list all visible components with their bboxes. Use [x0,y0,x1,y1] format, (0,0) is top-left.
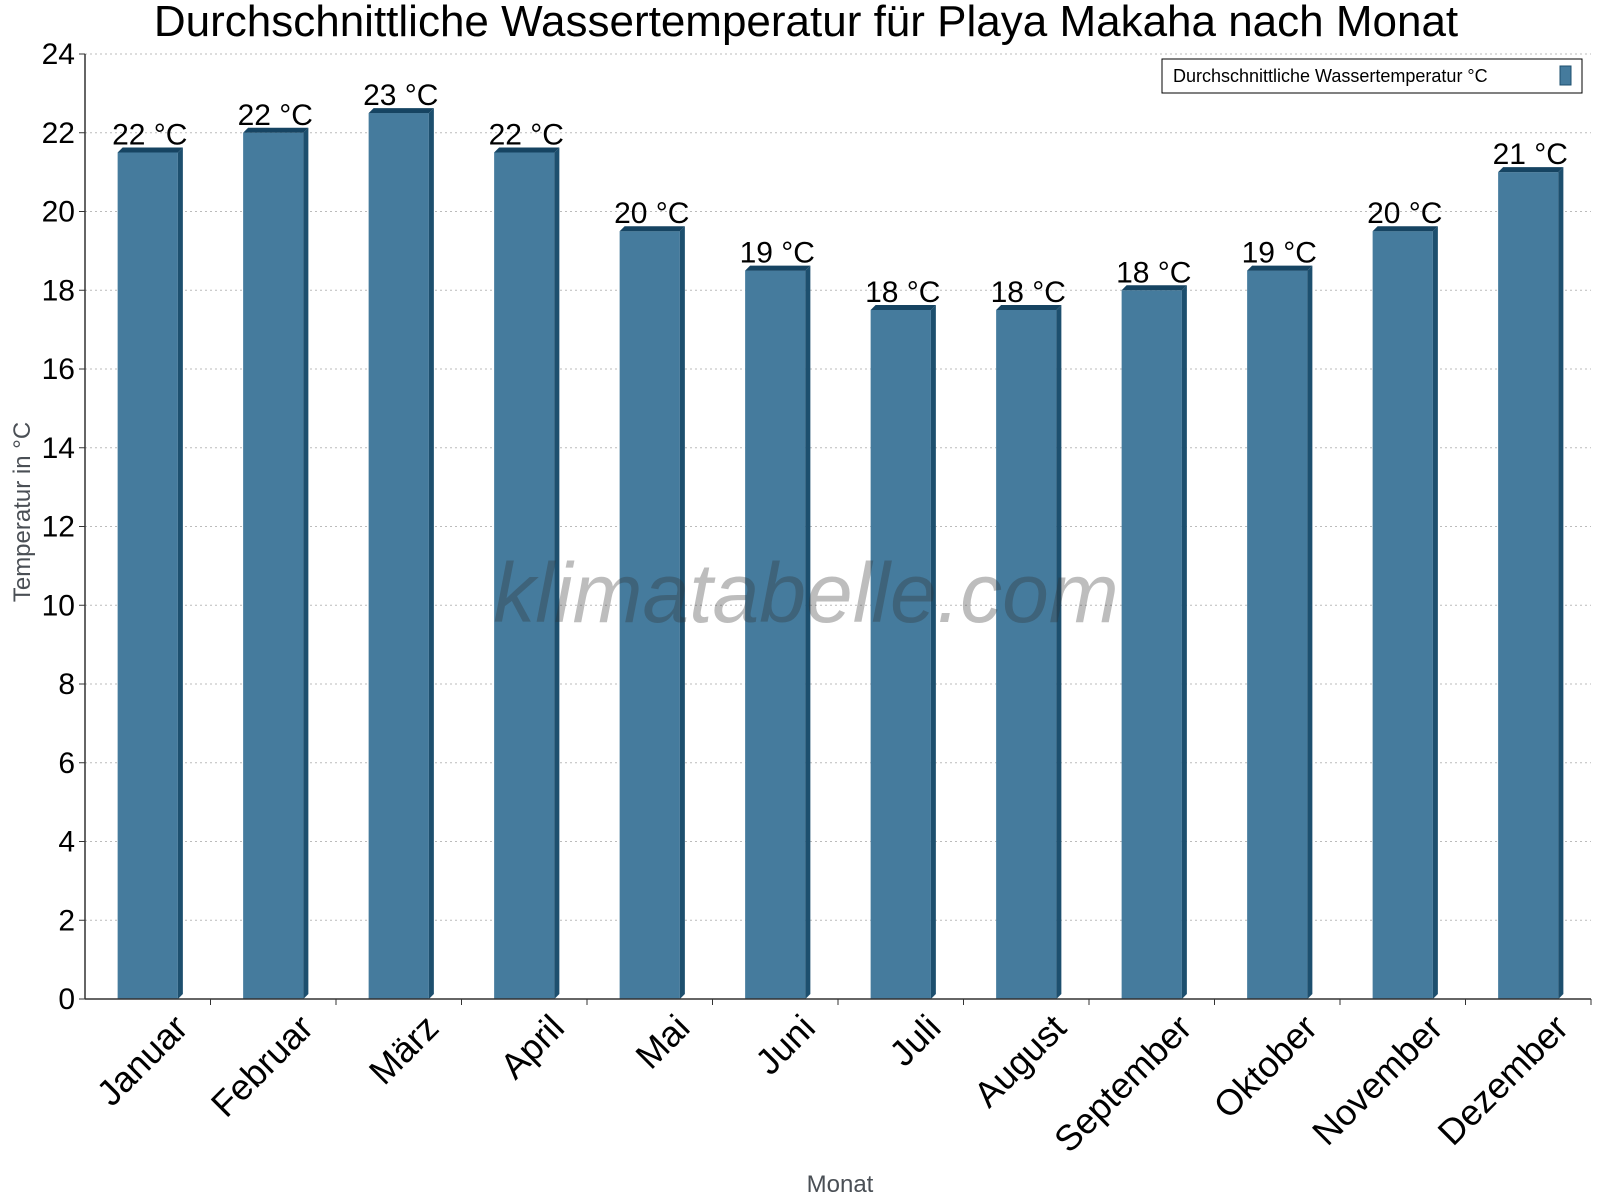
data-label: 18 °C [991,276,1066,309]
bar-top [117,147,183,153]
bar-side [805,265,811,999]
bar-top [870,304,936,310]
bar-front [117,152,178,999]
bar-front [1121,290,1182,999]
bar [745,265,811,999]
bar [870,304,936,999]
data-label: 20 °C [1367,197,1442,230]
x-tick-label: August [966,1007,1074,1115]
data-label: 19 °C [740,237,815,270]
bar-top [1372,226,1438,232]
bar [1121,285,1187,999]
x-tick-label: Dezember [1429,1007,1575,1153]
bar-side [303,127,309,999]
bar [368,108,434,999]
bar-side [1307,265,1313,999]
bar-front [494,152,555,999]
y-tick-label: 10 [42,589,75,622]
legend: Durchschnittliche Wassertemperatur °C [1161,58,1583,94]
bar [117,147,183,999]
x-tick-label: Januar [89,1007,196,1114]
x-tick-label: Oktober [1205,1007,1325,1127]
y-tick-label: 12 [42,511,75,544]
bar-top [494,147,560,153]
bar [1498,167,1564,999]
bar-side [177,147,183,999]
x-tick-label: November [1304,1007,1450,1153]
bars [117,108,1564,999]
gridlines [85,53,1591,921]
chart-title: Durchschnittliche Wassertemperatur für P… [154,0,1458,46]
y-tick-label: 8 [58,668,75,701]
x-tick-label: September [1046,1007,1200,1161]
watermark: klimatabelle.com [493,546,1119,640]
bar-top [368,108,434,114]
bar-front [619,231,680,999]
bar-side [930,304,936,999]
x-axis-ticks: Januar Februar März April Mai Juni Juli AugustS… [89,999,1592,1161]
y-tick-label: 4 [58,826,75,859]
data-label: 22 °C [238,99,313,132]
data-label: 19 °C [1242,237,1317,270]
bar [494,147,560,999]
y-tick-label: 22 [42,117,75,150]
bar-top [1247,265,1313,271]
x-tick-label: Februar [203,1007,321,1125]
bar-front [368,113,429,999]
data-label: 18 °C [865,276,940,309]
x-tick-label: Juni [747,1007,823,1083]
data-labels: 22 °C 22 °C 23 °C 22 °C 20 °C 19 °C 18 °C 18 °C… [112,79,1568,309]
bar-top [1121,285,1187,291]
bar-side [1181,285,1187,999]
x-tick-label: Mai [627,1007,697,1077]
bar-top [996,304,1062,310]
bar-side [428,108,434,999]
y-tick-label: 6 [58,747,75,780]
bar-top [619,226,685,232]
data-label: 18 °C [1116,256,1191,289]
y-axis-label: Temperatur in °C [9,422,36,602]
bar-front [1372,231,1433,999]
y-tick-label: 14 [42,432,75,465]
bar-top [243,127,309,133]
bar-front [1498,172,1559,999]
bar-side [679,226,685,999]
x-tick-label: Juli [881,1007,948,1074]
bar-front [996,309,1057,999]
y-tick-label: 24 [42,38,75,71]
bar-side [554,147,560,999]
bar [243,127,309,999]
bar [996,304,1062,999]
bar-front [243,132,304,999]
y-tick-label: 16 [42,353,75,386]
bar-front [870,309,931,999]
x-tick-label: März [361,1007,447,1093]
bar-top [1498,167,1564,173]
bar [1372,226,1438,999]
data-label: 21 °C [1493,138,1568,171]
bar [1247,265,1313,999]
bar-front [745,270,806,999]
legend-swatch [1559,65,1572,86]
data-label: 20 °C [614,197,689,230]
bar [619,226,685,999]
bar-front [1247,270,1308,999]
legend-box [1161,58,1583,94]
y-tick-label: 18 [42,274,75,307]
data-label: 22 °C [489,118,564,151]
bar-side [1056,304,1062,999]
x-axis-label: Monat [807,1171,874,1198]
data-label: 23 °C [363,79,438,112]
bar-top [745,265,811,271]
data-label: 22 °C [112,118,187,151]
y-tick-label: 0 [58,983,75,1016]
x-tick-label: April [492,1007,572,1087]
y-tick-label: 20 [42,196,75,229]
y-tick-label: 2 [58,904,75,937]
legend-label: Durchschnittliche Wassertemperatur °C [1173,66,1488,86]
bar-side [1432,226,1438,999]
bar-side [1558,167,1564,999]
